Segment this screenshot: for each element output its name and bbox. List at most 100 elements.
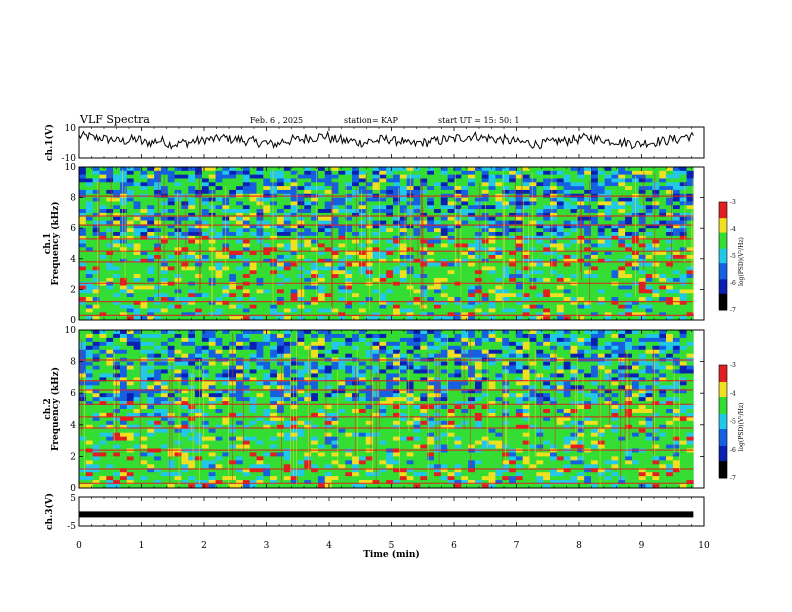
- spectrogram-cell: [474, 365, 483, 370]
- spectrogram-cell: [522, 216, 530, 221]
- spectrogram-cell: [672, 209, 681, 214]
- spectrogram-cell: [440, 289, 448, 294]
- spectrogram-cell: [461, 300, 469, 306]
- spectrogram-cell: [495, 353, 503, 358]
- spectrogram-cell: [338, 293, 346, 298]
- spectrogram-cell: [85, 258, 93, 263]
- spectrogram-cell: [283, 270, 291, 275]
- spectrogram-cell: [311, 254, 319, 260]
- spectrogram-cell: [625, 266, 633, 271]
- spectrogram-cell: [154, 361, 162, 366]
- spectrogram-cell: [79, 349, 87, 354]
- spectrogram-cell: [358, 182, 367, 187]
- spectrogram-cell: [324, 274, 332, 279]
- spectrogram-cell: [536, 369, 544, 374]
- spectrogram-cell: [413, 349, 421, 354]
- spectrogram-cell: [242, 349, 250, 354]
- spectrogram-cell: [99, 373, 107, 378]
- spectrogram-cell: [140, 308, 148, 313]
- spectrogram-cell: [119, 304, 128, 309]
- spectrogram-cell: [297, 369, 305, 374]
- spectrogram-cell: [522, 337, 530, 343]
- spectrogram-cell: [79, 293, 87, 298]
- spectrogram-cell: [263, 333, 271, 339]
- spectrogram-cell: [99, 243, 107, 248]
- spectrogram-cell: [311, 224, 319, 229]
- spectrogram-cell: [570, 300, 578, 306]
- spectrogram-cell: [679, 228, 687, 233]
- spectrogram-cell: [133, 373, 141, 378]
- spectrogram-cell: [195, 365, 203, 370]
- spectrogram-cell: [618, 341, 626, 347]
- spectrogram-cell: [584, 369, 592, 374]
- spectrogram-cell: [597, 274, 605, 279]
- spectrogram-cell: [167, 239, 175, 244]
- spectrogram-cell: [215, 341, 223, 347]
- spectrogram-cell: [488, 212, 496, 218]
- spectrogram-cell: [638, 209, 646, 214]
- spectrogram-cell: [283, 167, 291, 172]
- spectrogram-cell: [208, 373, 216, 378]
- spectrogram-cell: [249, 262, 257, 267]
- spectrogram-cell: [154, 247, 162, 252]
- spectrogram-cell: [611, 297, 619, 302]
- spectrogram-cell: [352, 235, 360, 240]
- spectrogram-cell: [570, 277, 578, 283]
- spectrogram-cell: [604, 235, 612, 240]
- spectrogram-cell: [584, 266, 592, 271]
- spectrogram-cell: [188, 224, 196, 229]
- spectrogram-cell: [311, 333, 319, 339]
- spectrogram-cell: [461, 224, 469, 229]
- spectrogram-cell: [283, 251, 291, 256]
- spectrogram-cell: [181, 247, 189, 252]
- spectrogram-cell: [679, 289, 687, 294]
- spectrogram-cell: [160, 330, 169, 335]
- spectrogram-cell: [461, 220, 469, 225]
- spectrogram-cell: [140, 285, 148, 290]
- spectrogram-cell: [215, 330, 223, 335]
- spectrogram-cell: [276, 341, 285, 347]
- spectrogram-cell: [331, 297, 339, 302]
- spectrogram-cell: [440, 333, 448, 339]
- spectrogram-cell: [229, 247, 237, 252]
- spectrogram-cell: [236, 201, 244, 206]
- spectrogram-cell: [652, 251, 660, 256]
- spectrogram-cell: [666, 174, 674, 179]
- spectrogram-cell: [686, 232, 694, 237]
- spectrogram-cell: [672, 312, 681, 317]
- spectrogram-cell: [577, 186, 585, 191]
- spectrogram-cell: [393, 304, 401, 309]
- spectrogram-cell: [215, 349, 223, 354]
- spectrogram-cell: [686, 220, 694, 225]
- spectrogram-cell: [201, 293, 210, 298]
- spectrogram-cell: [195, 212, 203, 218]
- spectrogram-cell: [427, 220, 435, 225]
- spectrogram-cell: [481, 186, 489, 191]
- spectrogram-cell: [509, 369, 517, 374]
- spectrogram-cell: [433, 220, 442, 225]
- spectrogram-cell: [92, 312, 100, 317]
- spectrogram-cell: [659, 341, 667, 347]
- spectrogram-cell: [515, 239, 524, 244]
- spectrogram-cell: [604, 201, 612, 206]
- spectrogram-cell: [256, 330, 264, 335]
- spectrogram-cell: [304, 330, 312, 335]
- spectrogram-cell: [556, 182, 564, 187]
- spectrogram-cell: [154, 289, 162, 294]
- spectrogram-cell: [181, 337, 189, 343]
- spectrogram-cell: [618, 304, 626, 309]
- spectrogram-cell: [611, 285, 619, 290]
- spectrogram-cell: [283, 361, 291, 366]
- spectrogram-cell: [536, 274, 544, 279]
- spectrogram-cell: [372, 266, 380, 271]
- spectrogram-cell: [625, 228, 633, 233]
- spectrogram-cell: [331, 316, 339, 321]
- spectrogram-cell: [188, 277, 196, 283]
- spectrogram-cell: [140, 297, 148, 302]
- spectrogram-cell: [345, 258, 353, 263]
- spectrogram-cell: [290, 189, 298, 195]
- spectrogram-cell: [597, 232, 605, 237]
- spectrogram-cell: [515, 300, 524, 306]
- spectrogram-cell: [468, 304, 476, 309]
- spectrogram-cell: [181, 251, 189, 256]
